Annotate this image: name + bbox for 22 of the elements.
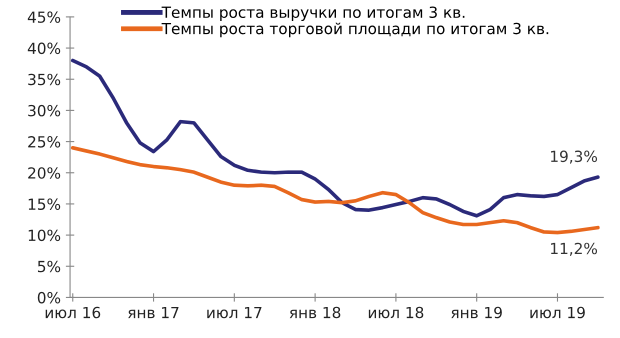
x-tick-label: июл 17 bbox=[207, 306, 262, 318]
y-tick-label: 35% bbox=[28, 74, 60, 86]
y-tick-label: 15% bbox=[28, 198, 60, 210]
x-tick-label: янв 18 bbox=[290, 306, 340, 318]
y-tick-label: 30% bbox=[28, 104, 60, 116]
y-tick-label: 10% bbox=[28, 230, 60, 242]
x-tick-label: июл 19 bbox=[530, 306, 585, 318]
line-series bbox=[70, 146, 600, 234]
x-tick-label: янв 17 bbox=[128, 306, 178, 318]
y-tick-label: 0% bbox=[38, 292, 60, 304]
x-tick-label: янв 19 bbox=[451, 306, 502, 318]
x-tick-label: июл 16 bbox=[46, 306, 100, 318]
line-series bbox=[70, 58, 600, 218]
x-tick-label: июл 18 bbox=[368, 306, 424, 318]
data-label: 11,2% bbox=[551, 242, 598, 256]
legend-label: Темпы роста торговой площади по итогам 3 кв. bbox=[162, 22, 548, 38]
y-tick-label: 20% bbox=[28, 167, 60, 179]
data-label: 19,3% bbox=[551, 150, 598, 164]
y-tick-label: 40% bbox=[28, 42, 60, 54]
y-tick-label: 5% bbox=[38, 260, 60, 272]
y-tick-label: 45% bbox=[28, 11, 60, 23]
y-tick-label: 25% bbox=[28, 136, 60, 148]
